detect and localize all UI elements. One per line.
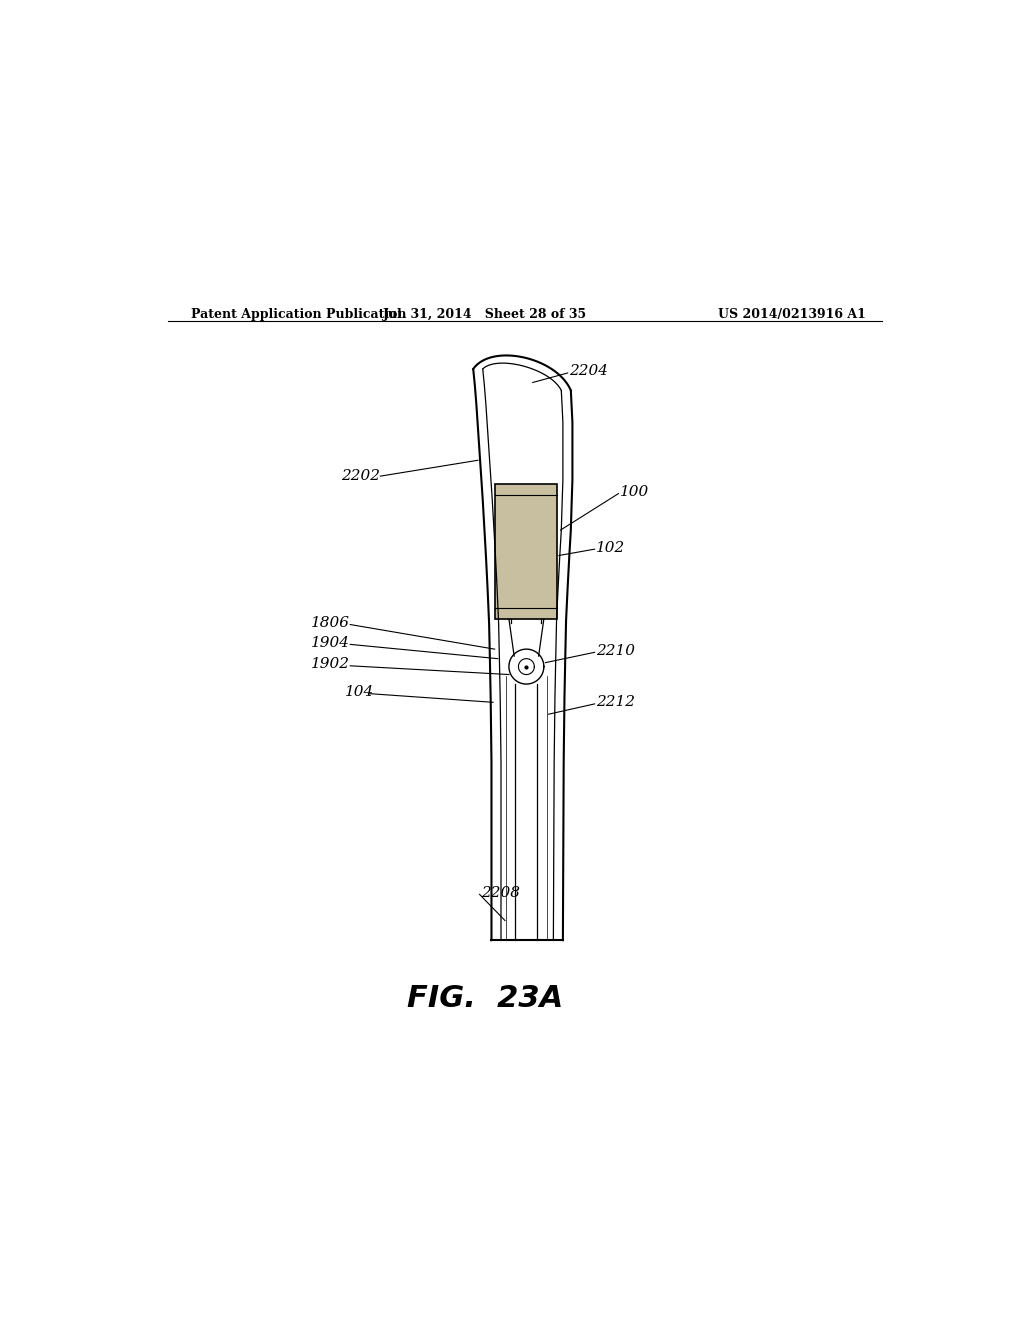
Text: 2212: 2212 bbox=[596, 696, 635, 709]
Text: Jul. 31, 2014   Sheet 28 of 35: Jul. 31, 2014 Sheet 28 of 35 bbox=[383, 308, 587, 321]
Text: 1902: 1902 bbox=[310, 657, 349, 671]
Text: 2208: 2208 bbox=[481, 886, 520, 900]
Text: 2202: 2202 bbox=[341, 469, 380, 483]
Text: 2204: 2204 bbox=[569, 364, 608, 379]
Bar bbox=[496, 484, 557, 619]
Text: 2210: 2210 bbox=[596, 644, 635, 657]
Text: FIG.  23A: FIG. 23A bbox=[407, 983, 563, 1012]
Text: 1806: 1806 bbox=[310, 616, 349, 630]
Text: 1904: 1904 bbox=[310, 636, 349, 649]
Text: Patent Application Publication: Patent Application Publication bbox=[191, 308, 407, 321]
Text: 100: 100 bbox=[620, 484, 649, 499]
Text: US 2014/0213916 A1: US 2014/0213916 A1 bbox=[718, 308, 866, 321]
Text: 104: 104 bbox=[345, 685, 374, 700]
Bar bbox=[496, 484, 557, 619]
Text: 102: 102 bbox=[596, 541, 626, 554]
